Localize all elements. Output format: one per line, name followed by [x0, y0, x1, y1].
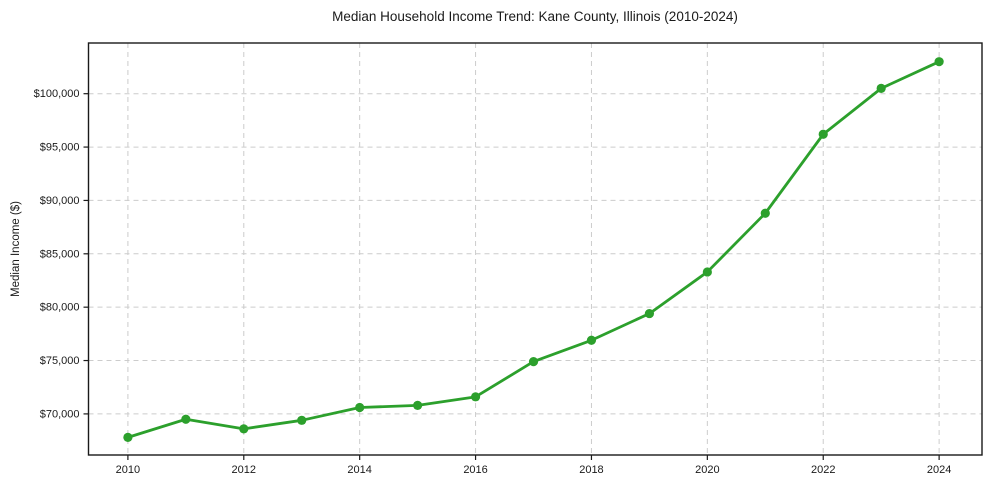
data-point	[413, 400, 423, 410]
x-tick-label: 2020	[695, 464, 719, 476]
x-tick-label: 2022	[811, 464, 835, 476]
y-tick-label: $100,000	[34, 88, 80, 100]
y-tick-label: $80,000	[40, 302, 80, 314]
data-point	[528, 357, 539, 367]
data-point	[934, 57, 944, 67]
data-point	[355, 402, 365, 413]
y-tick-label: $70,000	[40, 408, 80, 420]
trend-line	[126, 60, 941, 439]
data-point	[297, 415, 307, 425]
data-point	[702, 267, 712, 277]
data-point	[181, 414, 191, 424]
y-tick-label: $90,000	[40, 195, 80, 207]
x-tick-label: 2016	[463, 464, 487, 476]
y-tick-label: $85,000	[40, 248, 80, 260]
chart-title: Median Household Income Trend: Kane Coun…	[332, 9, 738, 24]
y-tick-label: $75,000	[40, 355, 80, 367]
x-tick-label: 2012	[232, 464, 256, 476]
plot-border	[87, 42, 983, 456]
x-tick-label: 2010	[116, 464, 140, 476]
data-point	[876, 83, 886, 93]
data-point	[644, 308, 655, 319]
y-tick-label: $95,000	[40, 142, 80, 154]
data-point	[470, 392, 481, 402]
data-point	[818, 129, 828, 139]
data-point	[586, 335, 597, 345]
x-tick-label: 2024	[927, 464, 951, 476]
data-point	[123, 432, 133, 442]
data-point	[760, 208, 770, 218]
x-tick-label: 2018	[579, 464, 603, 476]
x-tick-label: 2014	[347, 464, 371, 476]
data-point	[239, 424, 249, 434]
